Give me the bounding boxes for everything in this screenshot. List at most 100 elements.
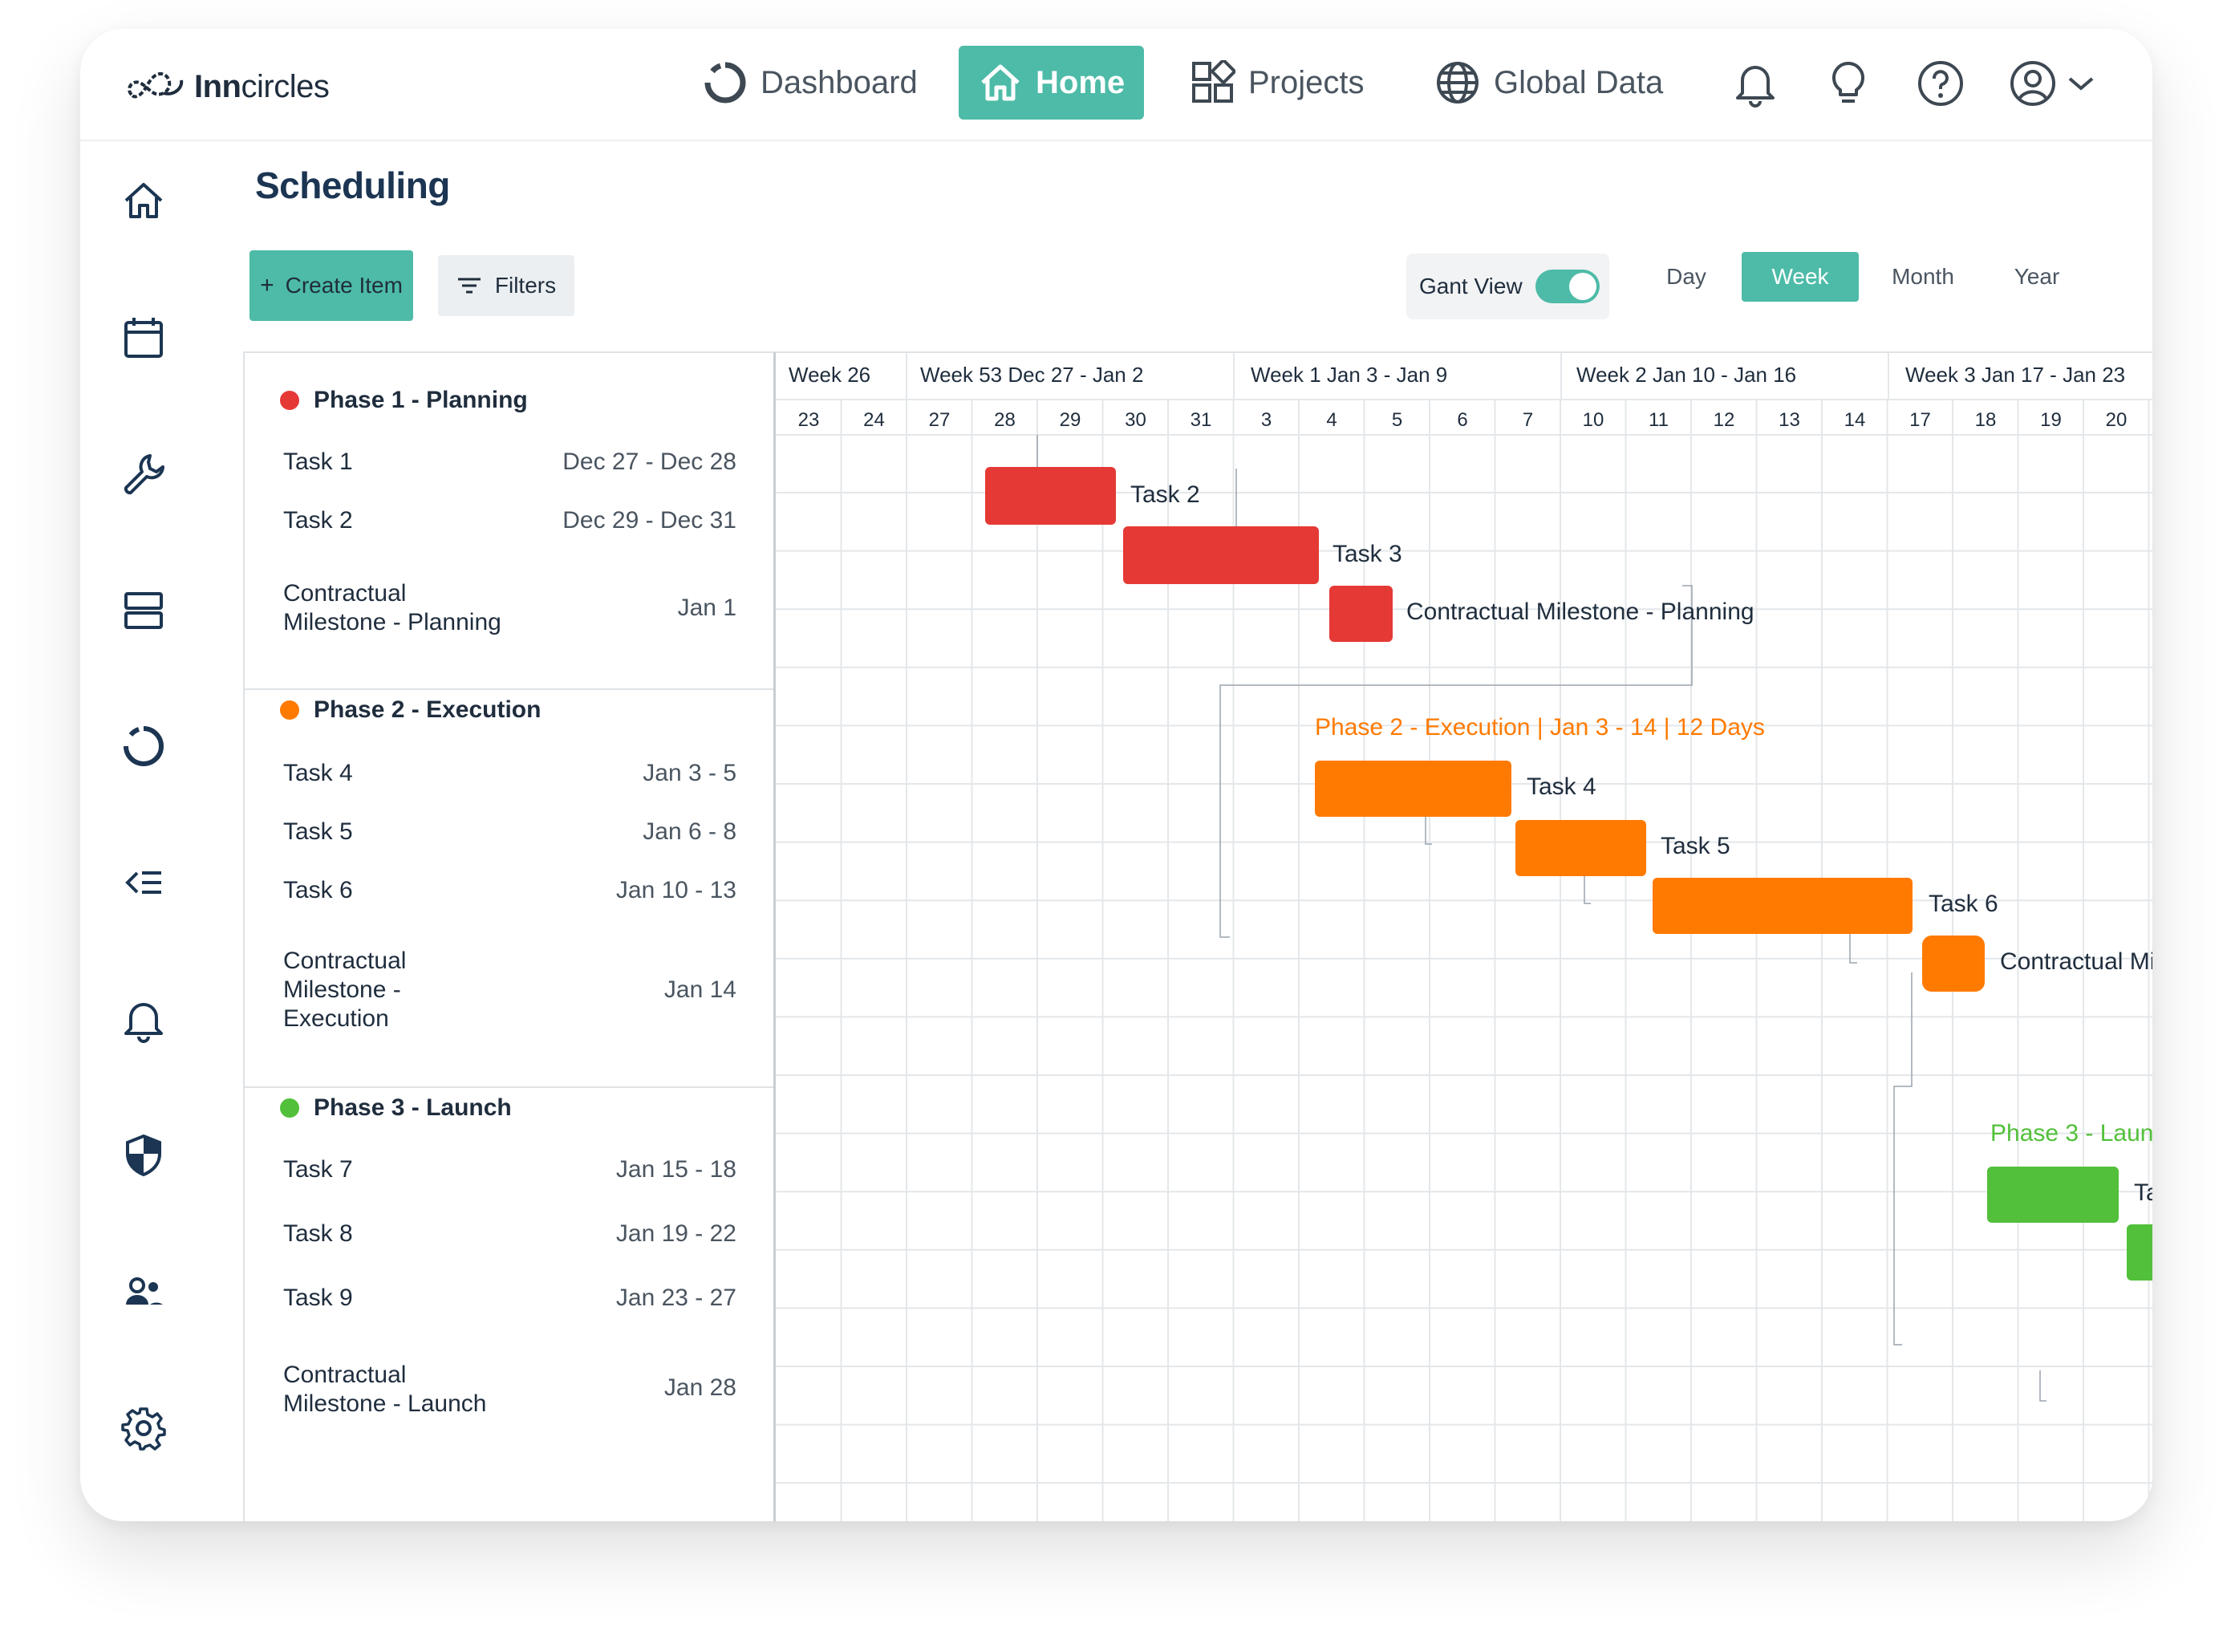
- logo-text: Inncircles: [194, 68, 330, 104]
- gantt-label-milestone-execution: Contractual Milestone: [2000, 948, 2152, 975]
- phase-3-title[interactable]: Phase 3 - Launch: [280, 1094, 512, 1122]
- plus-icon: +: [260, 272, 274, 298]
- milestone-execution-line2: Milestone -: [283, 976, 401, 1003]
- gantt-bar-task-8[interactable]: [2127, 1224, 2152, 1281]
- gantt-bar-milestone-planning[interactable]: [1329, 586, 1393, 642]
- dependency-connector: [1584, 867, 1591, 904]
- sidebar-calendar-icon[interactable]: [116, 310, 171, 364]
- task-8-dates: Jan 19 - 22: [615, 1220, 736, 1247]
- sidebar-settings-gear-icon[interactable]: [116, 1401, 171, 1455]
- task-7-name[interactable]: Task 7: [283, 1156, 353, 1183]
- gantt-label-task-2: Task 2: [1130, 481, 1200, 508]
- dashboard-ring-icon: [704, 62, 746, 104]
- phase-2-dot: [280, 700, 299, 720]
- home-icon: [981, 64, 1020, 101]
- view-week-option[interactable]: Week: [1742, 252, 1859, 302]
- milestone-execution-name[interactable]: Contractual Milestone - Execution: [283, 947, 406, 1033]
- gantt-label-task-6: Task 6: [1929, 891, 1998, 917]
- nav-home[interactable]: Home: [959, 46, 1145, 120]
- sidebar-users-icon[interactable]: [116, 1264, 171, 1319]
- create-item-label: Create Item: [285, 273, 403, 298]
- gantt-label-task-4: Task 4: [1527, 773, 1596, 800]
- gant-view-toggle[interactable]: [1535, 270, 1600, 303]
- milestone-planning-name[interactable]: Contractual Milestone - Planning: [283, 579, 501, 637]
- gantt-bar-task-5[interactable]: [1515, 820, 1646, 876]
- phase-3-dot: [280, 1098, 299, 1118]
- gantt-bar-task-2[interactable]: [1123, 526, 1319, 584]
- sidebar-wrench-icon[interactable]: [116, 446, 171, 501]
- milestone-launch-line2: Milestone - Launch: [283, 1390, 487, 1417]
- nav-home-label: Home: [1036, 64, 1126, 100]
- top-bar: Inncircles Dashboard Home Projects: [80, 29, 2152, 141]
- dependency-connector: [1849, 924, 1857, 964]
- task-2-name[interactable]: Task 2: [283, 507, 353, 534]
- gantt-bar-task-4[interactable]: [1315, 761, 1511, 817]
- phase-3-summary-label: Phase 3 - Launch | Jan: [1990, 1120, 2152, 1147]
- logo[interactable]: Inncircles: [125, 63, 330, 111]
- sidebar-layers-icon[interactable]: [116, 582, 171, 637]
- chevron-down-icon[interactable]: [2065, 58, 2097, 109]
- filters-label: Filters: [494, 273, 557, 298]
- task-7-dates: Jan 15 - 18: [615, 1156, 736, 1183]
- week-header: Week 3 Jan 17 - Jan 23: [1905, 363, 2126, 387]
- task-1-dates: Dec 27 - Dec 28: [562, 449, 736, 475]
- task-9-name[interactable]: Task 9: [283, 1285, 353, 1311]
- user-avatar-icon[interactable]: [2007, 58, 2059, 109]
- day-header: 23: [797, 409, 820, 431]
- gantt-label-task-3: Task 3: [1333, 541, 1402, 567]
- view-day-option[interactable]: Day: [1666, 264, 1706, 289]
- day-header: 4: [1326, 409, 1337, 431]
- sidebar-home-icon[interactable]: [116, 173, 171, 228]
- gantt-bar-task-1[interactable]: [985, 467, 1116, 525]
- week-header: Week 26: [789, 363, 871, 387]
- sidebar-shield-icon[interactable]: [116, 1128, 171, 1183]
- gantt-bar-milestone-execution[interactable]: [1922, 936, 1985, 992]
- phase-2-title[interactable]: Phase 2 - Execution: [280, 696, 541, 724]
- task-2-dates: Dec 29 - Dec 31: [562, 507, 736, 534]
- day-header: 28: [994, 409, 1016, 431]
- notifications-bell-icon[interactable]: [1730, 58, 1781, 109]
- task-5-name[interactable]: Task 5: [283, 818, 353, 845]
- page-title: Scheduling: [255, 164, 450, 206]
- sidebar-list-icon[interactable]: [116, 855, 171, 910]
- gant-view-toggle-group: Gant View: [1406, 254, 1609, 319]
- milestone-launch-date: Jan 28: [663, 1374, 736, 1401]
- task-6-name[interactable]: Task 6: [283, 877, 353, 903]
- day-header: 13: [1779, 409, 1800, 431]
- create-item-button[interactable]: + Create Item: [249, 250, 413, 321]
- phase-divider: [245, 688, 773, 690]
- lightbulb-icon[interactable]: [1823, 58, 1874, 109]
- day-header: 17: [1909, 409, 1931, 431]
- nav-dashboard[interactable]: Dashboard: [703, 46, 918, 120]
- milestone-planning-line2: Milestone - Planning: [283, 609, 501, 635]
- day-header: 31: [1190, 409, 1212, 431]
- day-header: 7: [1522, 409, 1534, 431]
- day-header: 14: [1844, 409, 1866, 431]
- sidebar-bell-icon[interactable]: [116, 992, 171, 1046]
- task-4-dates: Jan 3 - 5: [643, 760, 736, 786]
- app-window: Inncircles Dashboard Home Projects: [80, 29, 2152, 1521]
- dependency-connector: [1425, 807, 1432, 845]
- help-icon[interactable]: [1915, 58, 1966, 109]
- dependency-connector: [1219, 585, 1693, 938]
- milestone-execution-line1: Contractual: [283, 948, 407, 974]
- day-header: 6: [1457, 409, 1468, 431]
- dependency-connector: [2039, 1370, 2046, 1402]
- phase-1-title[interactable]: Phase 1 - Planning: [280, 387, 528, 414]
- day-header: 10: [1582, 409, 1604, 431]
- view-year-option[interactable]: Year: [2014, 264, 2060, 289]
- gantt-bar-task-7[interactable]: [1987, 1167, 2119, 1223]
- task-4-name[interactable]: Task 4: [283, 760, 353, 786]
- nav-global-data-label: Global Data: [1494, 64, 1664, 100]
- nav-global-data[interactable]: Global Data: [1434, 46, 1663, 120]
- nav-projects[interactable]: Projects: [1191, 46, 1365, 120]
- milestone-launch-name[interactable]: Contractual Milestone - Launch: [283, 1361, 486, 1419]
- sidebar-dashboard-ring-icon[interactable]: [116, 719, 171, 773]
- day-header: 5: [1391, 409, 1403, 431]
- view-month-option[interactable]: Month: [1892, 264, 1954, 289]
- task-8-name[interactable]: Task 8: [283, 1220, 353, 1247]
- filters-button[interactable]: Filters: [438, 255, 574, 316]
- gantt-bar-task-6[interactable]: [1653, 878, 1913, 934]
- phase-divider: [245, 1086, 773, 1088]
- task-1-name[interactable]: Task 1: [283, 449, 353, 475]
